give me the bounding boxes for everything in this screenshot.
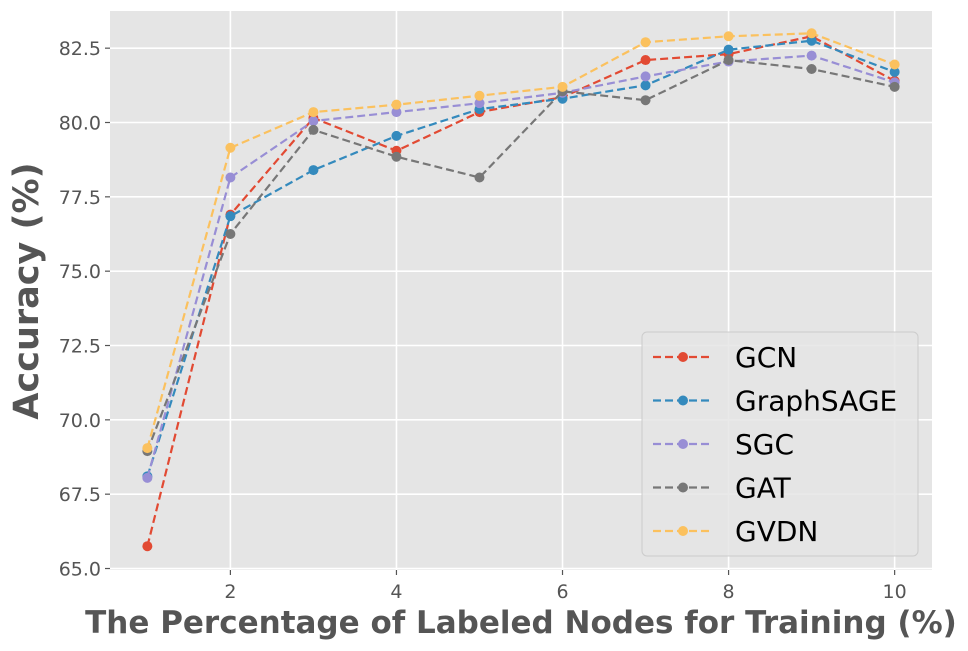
legend-item-graphsage: GraphSAGE bbox=[653, 385, 897, 418]
data-point-sgc bbox=[225, 172, 236, 183]
x-tick-label: 4 bbox=[390, 581, 402, 603]
data-point-gvdn bbox=[474, 90, 485, 101]
data-point-gvdn bbox=[723, 31, 734, 42]
data-point-gvdn bbox=[806, 28, 817, 39]
legend-item-gcn: GCN bbox=[653, 341, 797, 374]
legend-swatch-marker bbox=[678, 352, 688, 362]
legend-swatch-marker bbox=[678, 439, 688, 449]
legend-label: GAT bbox=[735, 472, 792, 505]
data-point-graphsage bbox=[806, 35, 817, 46]
legend-item-gat: GAT bbox=[653, 472, 792, 505]
data-point-gat bbox=[806, 63, 817, 74]
x-axis-ticks: 2 4 6 8 10 bbox=[224, 570, 907, 603]
legend-item-sgc: SGC bbox=[653, 428, 794, 461]
data-point-sgc bbox=[474, 98, 485, 109]
x-tick-label: 6 bbox=[556, 581, 568, 603]
legend-swatch-marker bbox=[678, 482, 688, 493]
data-point-graphsage bbox=[391, 130, 402, 141]
data-point-gvdn bbox=[308, 107, 319, 118]
y-tick-label: 65.0 bbox=[59, 559, 101, 581]
data-point-gvdn bbox=[391, 99, 402, 110]
y-tick-label: 70.0 bbox=[59, 410, 101, 432]
series-line-graphsage bbox=[146, 39, 895, 477]
data-point-graphsage bbox=[889, 66, 900, 77]
data-point-graphsage bbox=[640, 80, 651, 91]
x-tick-label: 2 bbox=[224, 581, 236, 603]
grid-lines bbox=[110, 11, 932, 570]
series-group bbox=[142, 28, 900, 552]
x-axis-label: The Percentage of Labeled Nodes for Trai… bbox=[85, 605, 957, 641]
y-tick-label: 80.0 bbox=[59, 113, 101, 135]
x-tick-label: 8 bbox=[723, 581, 735, 603]
y-axis-ticks: 65.0 67.5 70.0 72.5 75.0 77.5 80.0 82.5 bbox=[59, 38, 110, 581]
data-point-gvdn bbox=[142, 443, 153, 454]
series-gvdn bbox=[142, 28, 900, 454]
data-point-gvdn bbox=[225, 142, 236, 153]
data-point-gcn bbox=[142, 541, 153, 552]
data-point-gvdn bbox=[889, 59, 900, 70]
data-point-gat bbox=[889, 81, 900, 92]
legend: GCN GraphSAGE SGC GAT GVDN bbox=[641, 331, 919, 557]
data-point-sgc bbox=[806, 50, 817, 61]
data-point-gvdn bbox=[557, 81, 568, 92]
series-line-sgc bbox=[146, 54, 895, 479]
y-tick-label: 67.5 bbox=[59, 484, 101, 506]
x-tick-label: 10 bbox=[883, 581, 907, 603]
data-point-graphsage bbox=[723, 44, 734, 55]
legend-label: SGC bbox=[735, 428, 794, 461]
data-point-gat bbox=[225, 229, 236, 240]
y-tick-label: 82.5 bbox=[59, 38, 101, 60]
legend-label: GVDN bbox=[735, 515, 818, 548]
data-point-sgc bbox=[391, 107, 402, 118]
data-point-gvdn bbox=[640, 37, 651, 48]
legend-box bbox=[641, 331, 919, 557]
legend-label: GCN bbox=[735, 341, 797, 374]
legend-label: GraphSAGE bbox=[735, 385, 897, 418]
data-point-gat bbox=[308, 124, 319, 135]
data-point-sgc bbox=[640, 71, 651, 82]
y-tick-label: 77.5 bbox=[59, 187, 101, 209]
legend-item-gvdn: GVDN bbox=[653, 515, 818, 548]
data-point-gat bbox=[474, 172, 485, 183]
y-tick-label: 72.5 bbox=[59, 336, 101, 358]
data-point-gat bbox=[723, 55, 734, 66]
y-axis-label: Accuracy (%) bbox=[7, 162, 47, 419]
data-point-gat bbox=[640, 95, 651, 106]
legend-swatch-marker bbox=[678, 526, 688, 536]
data-point-sgc bbox=[142, 472, 153, 483]
y-tick-label: 75.0 bbox=[59, 261, 101, 283]
data-point-graphsage bbox=[225, 211, 236, 222]
series-line-gvdn bbox=[146, 32, 895, 449]
data-point-graphsage bbox=[308, 165, 319, 176]
data-point-sgc bbox=[308, 116, 319, 127]
data-point-gat bbox=[391, 151, 402, 162]
legend-swatch-marker bbox=[678, 395, 688, 406]
data-point-gcn bbox=[640, 55, 651, 66]
